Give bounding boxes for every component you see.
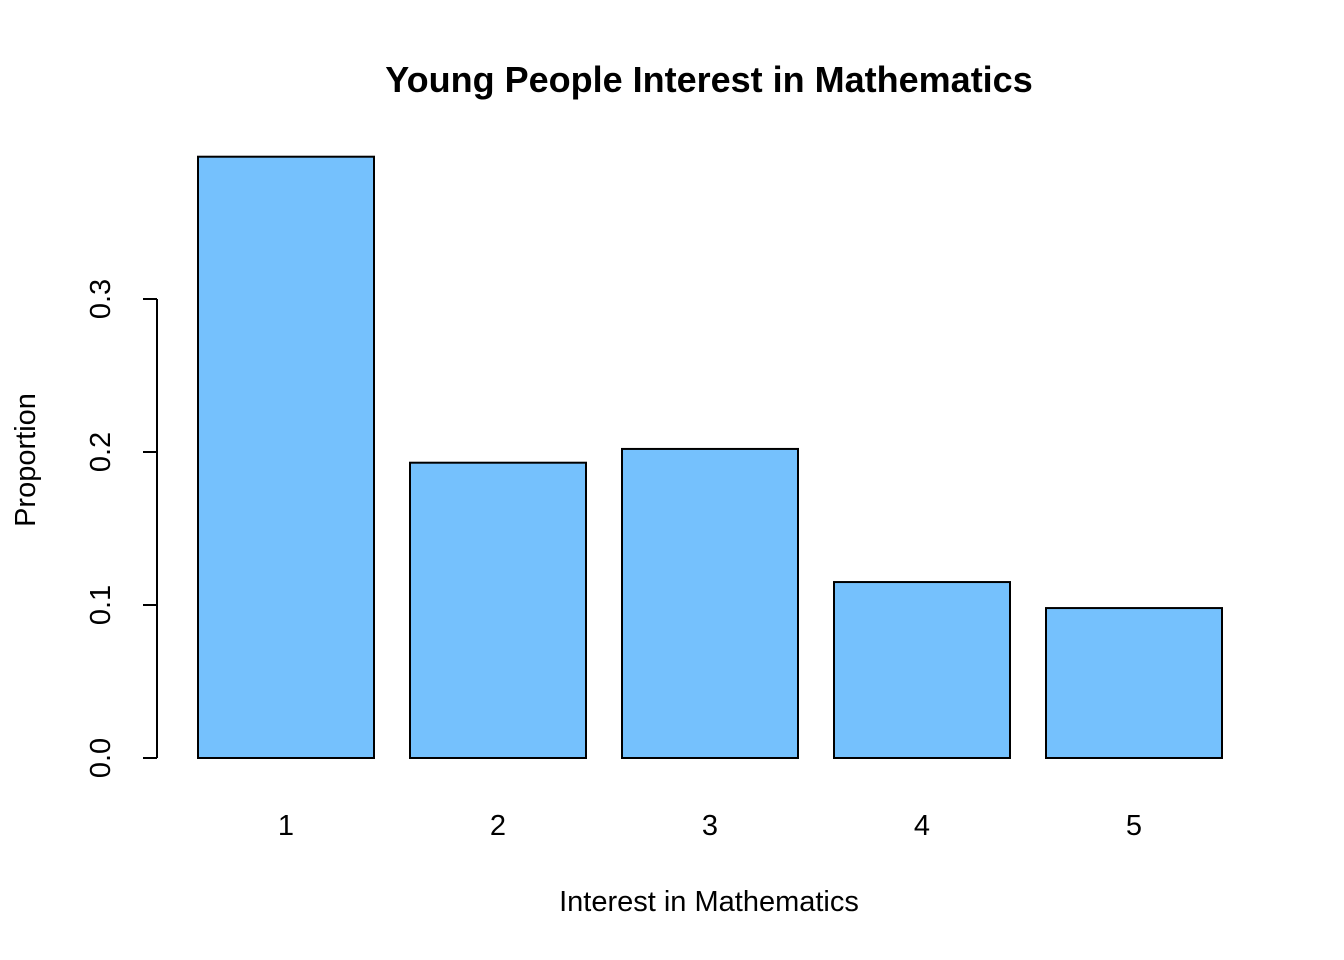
x-tick-label-4: 4 — [914, 810, 930, 842]
bar-3 — [621, 447, 799, 759]
bar-1 — [197, 155, 375, 759]
y-tick-label-3: 0.3 — [85, 279, 117, 319]
y-tick-label-2: 0.2 — [85, 432, 117, 472]
x-tick-labels: 1 2 3 4 5 — [278, 810, 1142, 842]
bars-group — [197, 155, 1223, 759]
x-tick-label-3: 3 — [702, 810, 718, 842]
x-axis-label: Interest in Mathematics — [559, 886, 859, 918]
y-tick-label-0: 0.0 — [85, 738, 117, 778]
x-tick-label-2: 2 — [490, 810, 506, 842]
x-tick-label-1: 1 — [278, 810, 294, 842]
bar-5 — [1045, 607, 1223, 759]
y-tick-label-1: 0.1 — [85, 585, 117, 625]
x-tick-label-5: 5 — [1126, 810, 1142, 842]
bar-4 — [833, 581, 1011, 759]
bar-2 — [409, 461, 587, 759]
y-axis-label: Proportion — [10, 393, 42, 527]
chart-title: Young People Interest in Mathematics — [385, 59, 1032, 100]
y-axis: 0.0 0.1 0.2 0.3 — [85, 279, 158, 778]
